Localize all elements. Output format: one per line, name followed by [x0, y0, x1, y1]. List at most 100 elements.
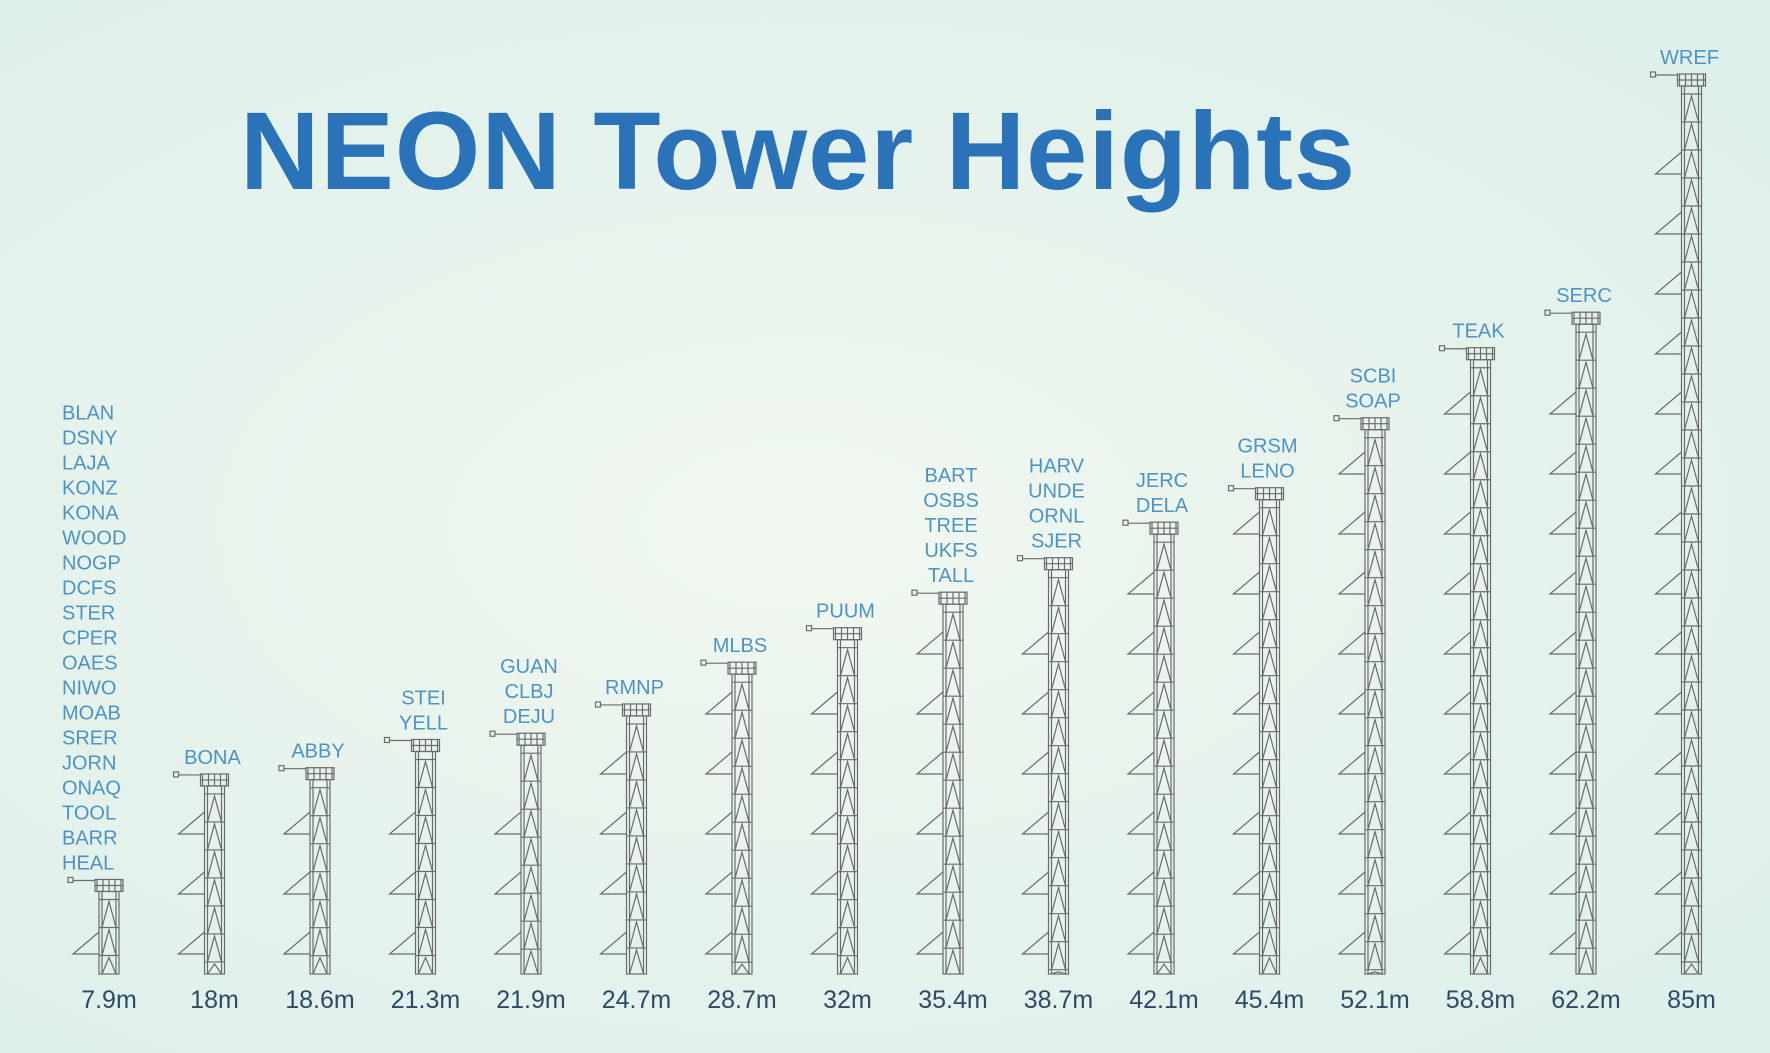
instrument-boom [1126, 931, 1155, 955]
site-label: TOOL [62, 802, 116, 824]
instrument-boom [176, 811, 205, 835]
site-label: SJER [1031, 531, 1082, 553]
instrument-boom [387, 811, 416, 835]
site-label: GRSM [1238, 436, 1298, 458]
instrument-boom [1653, 571, 1682, 595]
height-label: 52.1m [1340, 986, 1409, 1014]
height-label: 35.4m [918, 986, 987, 1014]
instrument-boom [915, 751, 944, 775]
instrument-boom [1442, 691, 1471, 715]
site-label: SOAP [1345, 391, 1401, 413]
height-label: 45.4m [1235, 986, 1304, 1014]
instrument-boom [1548, 391, 1577, 415]
height-label: 85m [1667, 986, 1716, 1014]
site-label: KONA [62, 502, 119, 524]
site-label: ORNL [1029, 506, 1085, 528]
instrument-boom [1548, 811, 1577, 835]
site-label: PUUM [816, 601, 875, 623]
tower-12 [1333, 415, 1390, 975]
instrument-boom [1442, 571, 1471, 595]
instrument-boom [704, 691, 733, 715]
site-label: HEAL [62, 852, 114, 874]
site-label: TREE [924, 515, 977, 537]
instrument-boom [1442, 511, 1471, 535]
instrument-boom [1442, 631, 1471, 655]
site-label: NOGP [62, 552, 121, 574]
site-label: BARR [62, 827, 118, 849]
instrument-boom [1231, 931, 1260, 955]
height-label: 28.7m [707, 986, 776, 1014]
tower-5 [594, 701, 652, 975]
height-label: 18m [190, 986, 239, 1014]
instrument-boom [1126, 571, 1155, 595]
tower-14 [1544, 309, 1601, 975]
site-label: JORN [62, 752, 116, 774]
height-label: 38.7m [1024, 986, 1093, 1014]
instrument-boom [493, 811, 522, 835]
site-label: WOOD [62, 527, 126, 549]
instrument-boom [1337, 511, 1366, 535]
instrument-boom [1653, 271, 1682, 295]
instrument-boom [1653, 391, 1682, 415]
instrument-boom [176, 871, 205, 895]
height-label: 7.9m [81, 986, 137, 1014]
instrument-boom [598, 871, 627, 895]
instrument-boom [1653, 211, 1682, 235]
tower-1 [172, 771, 230, 975]
instrument-boom [387, 871, 416, 895]
instrument-boom [1442, 931, 1471, 955]
instrument-boom [1020, 931, 1049, 955]
instrument-boom [1337, 751, 1366, 775]
tower-4 [489, 730, 546, 975]
instrument-boom [1231, 811, 1260, 835]
instrument-boom [1126, 691, 1155, 715]
instrument-boom [1548, 931, 1577, 955]
height-label: 32m [823, 986, 872, 1014]
site-label: ABBY [291, 741, 344, 763]
tower-11 [1227, 485, 1285, 975]
instrument-boom [1442, 451, 1471, 475]
site-label: DCFS [62, 577, 116, 599]
instrument-boom [493, 931, 522, 955]
site-label: UKFS [924, 540, 977, 562]
instrument-boom [1653, 871, 1682, 895]
instrument-boom [1337, 931, 1366, 955]
instrument-boom [1442, 391, 1471, 415]
instrument-boom [1653, 331, 1682, 355]
instrument-boom [1337, 451, 1366, 475]
instrument-boom [1337, 811, 1366, 835]
site-label: CPER [62, 627, 118, 649]
site-label: NIWO [62, 677, 116, 699]
instrument-boom [1548, 751, 1577, 775]
instrument-boom [1231, 871, 1260, 895]
instrument-boom [704, 871, 733, 895]
instrument-boom [598, 751, 627, 775]
instrument-boom [1337, 691, 1366, 715]
tower-10 [1122, 519, 1179, 975]
instrument-boom [915, 691, 944, 715]
site-label: TALL [928, 565, 974, 587]
instrument-boom [915, 871, 944, 895]
height-label: 21.9m [496, 986, 565, 1014]
site-label: BONA [184, 747, 241, 769]
instrument-boom [1337, 631, 1366, 655]
instrument-boom [1020, 751, 1049, 775]
instrument-boom [1442, 811, 1471, 835]
instrument-boom [1231, 631, 1260, 655]
instrument-boom [1653, 451, 1682, 475]
instrument-boom [71, 931, 100, 955]
site-label: STEI [401, 687, 445, 709]
instrument-boom [1337, 571, 1366, 595]
instrument-boom [1020, 691, 1049, 715]
chart-title: NEON Tower Heights [240, 90, 1357, 213]
instrument-boom [1020, 631, 1049, 655]
site-label: DELA [1136, 495, 1189, 517]
site-label: WREF [1660, 47, 1719, 69]
height-label: 62.2m [1551, 986, 1620, 1014]
site-label: OAES [62, 652, 118, 674]
instrument-boom [598, 931, 627, 955]
instrument-boom [1337, 871, 1366, 895]
instrument-boom [809, 691, 838, 715]
instrument-boom [704, 931, 733, 955]
